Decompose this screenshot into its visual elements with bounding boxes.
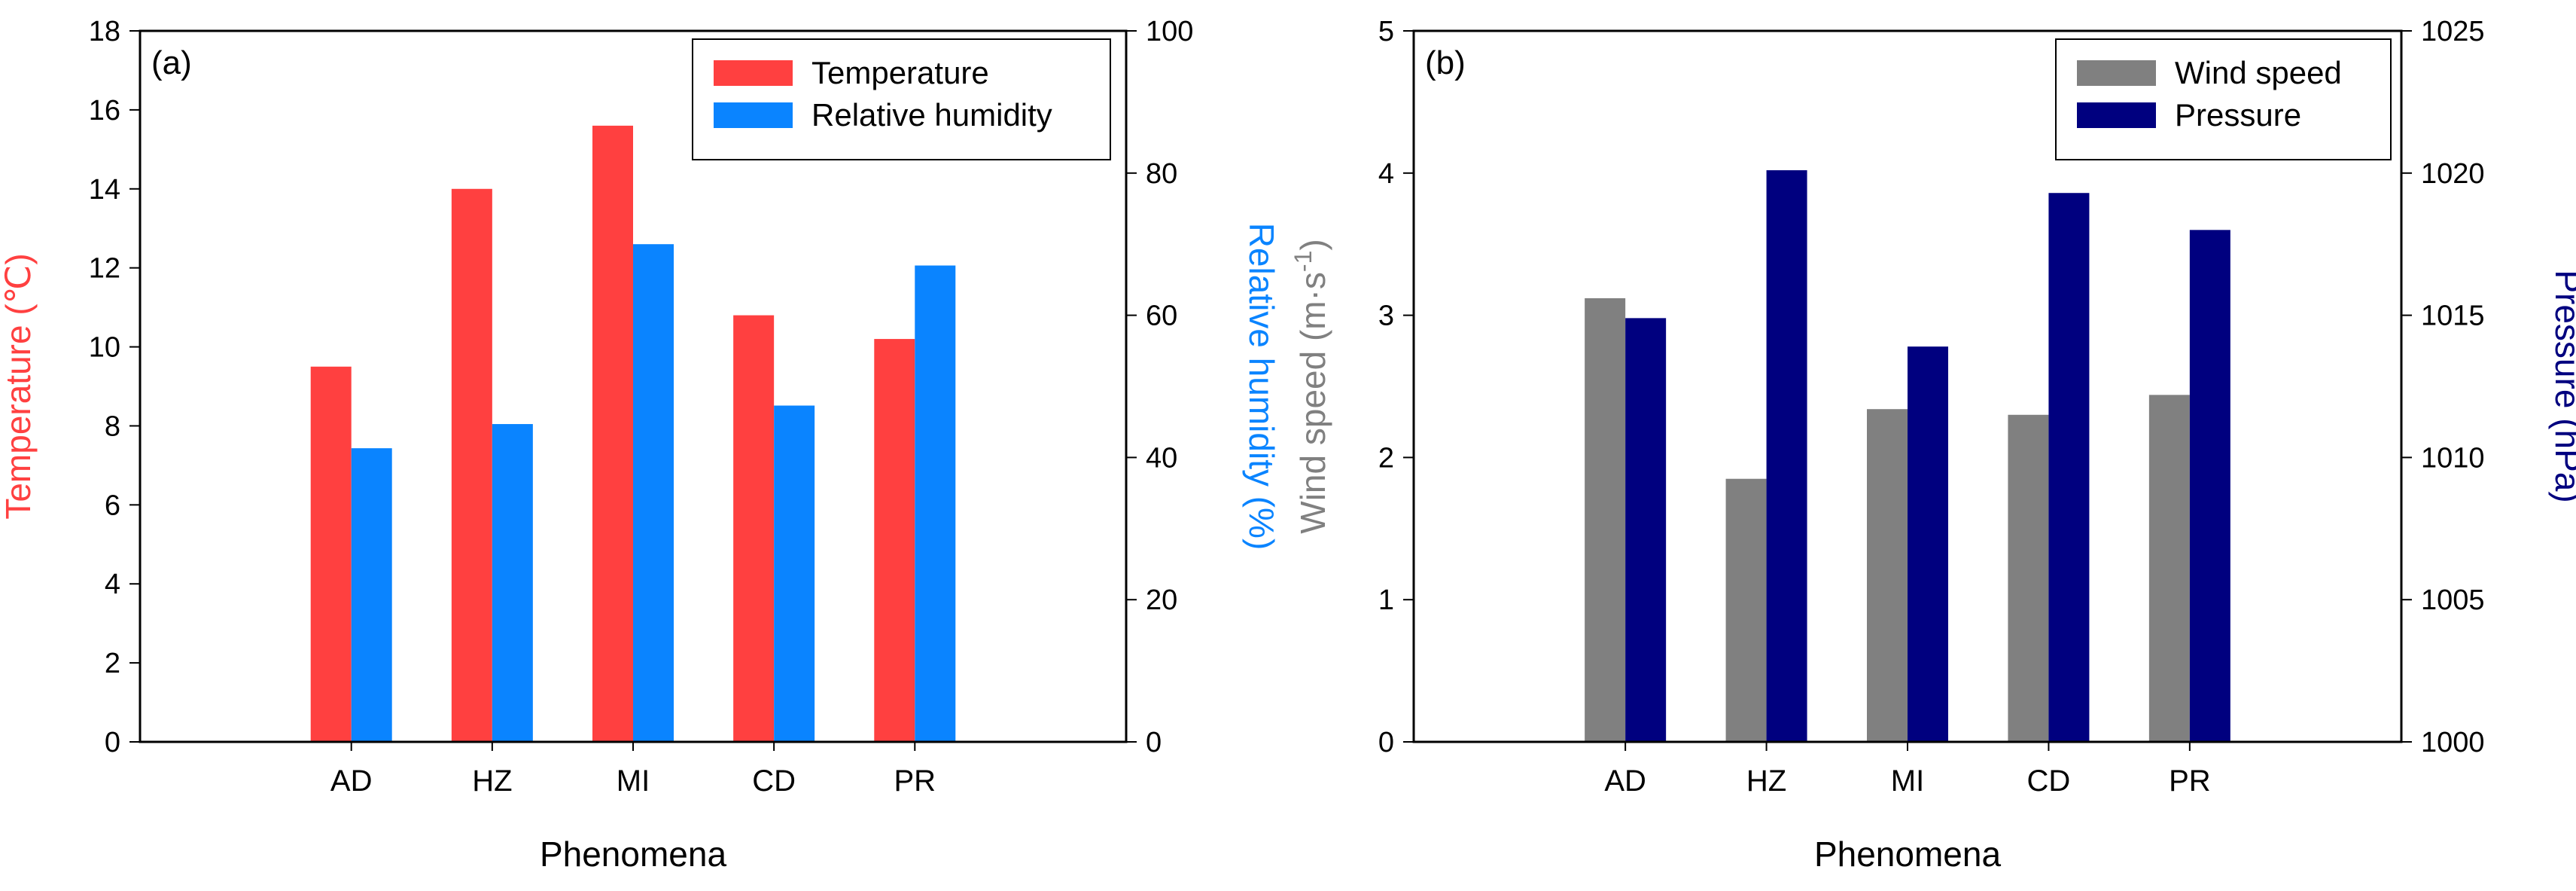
legend: Wind speed Pressure — [2055, 38, 2392, 160]
legend-label-temperature: Temperature — [811, 55, 989, 90]
x-tick-label: CD — [2027, 764, 2071, 798]
right-tick-label: 1015 — [2421, 301, 2485, 332]
right-tick-label: 60 — [1146, 301, 1177, 332]
bar-wind-speed-mi — [1867, 409, 1908, 742]
right-tick-label: 1010 — [2421, 442, 2485, 474]
x-tick-label: PR — [894, 764, 936, 798]
x-tick-label: HZ — [1746, 764, 1786, 798]
bar-pressure-hz — [1766, 170, 1807, 743]
plot-frame — [139, 29, 1128, 743]
left-axis-label-tail: ) — [1293, 239, 1332, 250]
bar-pressure-ad — [1625, 318, 1667, 743]
bar-temperature-hz — [451, 188, 492, 742]
left-tick-label: 1 — [1378, 584, 1394, 616]
x-axis-label: Phenomena — [1814, 835, 2001, 874]
bar-wind-speed-ad — [1585, 298, 1626, 743]
right-tick-label: 100 — [1146, 16, 1193, 47]
bar-pressure-cd — [2048, 193, 2090, 742]
bar-temperature-cd — [733, 315, 775, 743]
right-axis-label: Relative humidity (%) — [1242, 223, 1281, 551]
bar-pressure-pr — [2189, 230, 2230, 742]
panel-a: AD HZ MI CD PR 0 2 4 6 8 10 12 14 16 18 0 20 40 60 80 100 Tem… — [0, 16, 1281, 874]
bar-relative-humidity-cd — [774, 405, 815, 742]
left-tick-label: 16 — [89, 95, 120, 127]
left-tick-label: 2 — [1378, 442, 1394, 474]
x-tick-label: MI — [617, 764, 650, 798]
right-axis-label: Pressure (hPa) — [2548, 270, 2576, 502]
right-tick-label: 1000 — [2421, 727, 2485, 758]
bar-temperature-mi — [592, 125, 633, 742]
panel-label: (b) — [1425, 44, 1466, 81]
bar-pressure-mi — [1908, 346, 1948, 742]
bar-relative-humidity-mi — [633, 244, 674, 742]
bar-temperature-ad — [310, 366, 352, 742]
legend-box — [692, 38, 1111, 160]
plot-frame — [1412, 29, 2403, 743]
left-axis-label-sup: -1 — [1290, 251, 1317, 272]
bar-relative-humidity-hz — [492, 424, 533, 742]
legend-swatch-relative-humidity — [714, 102, 793, 128]
right-tick-label: 80 — [1146, 158, 1177, 190]
x-tick-label: HZ — [472, 764, 512, 798]
panel-label: (a) — [151, 44, 192, 81]
left-tick-label: 3 — [1378, 301, 1394, 332]
left-tick-label: 5 — [1378, 16, 1394, 47]
left-tick-label: 6 — [105, 490, 120, 521]
left-axis-label: Temperature (℃) — [0, 253, 38, 519]
left-tick-label: 10 — [89, 332, 120, 364]
right-tick-label: 20 — [1146, 584, 1177, 616]
left-tick-label: 18 — [89, 16, 120, 47]
panel-b: AD HZ MI CD PR 0 1 2 3 4 5 1000 1005 1010 1015 1020 1025… — [1290, 16, 2576, 874]
left-tick-label: 4 — [1378, 158, 1394, 190]
right-tick-label: 1020 — [2421, 158, 2485, 190]
left-tick-label: 8 — [105, 410, 120, 442]
x-tick-label: PR — [2169, 764, 2211, 798]
right-tick-label: 1025 — [2421, 16, 2485, 47]
bar-relative-humidity-ad — [351, 448, 392, 742]
legend-swatch-temperature — [714, 60, 793, 86]
x-tick-label: AD — [330, 764, 373, 798]
bar-temperature-pr — [874, 339, 915, 743]
right-tick-label: 1005 — [2421, 584, 2485, 616]
left-tick-label: 12 — [89, 253, 120, 285]
legend: Temperature Relative humidity — [692, 38, 1111, 160]
right-tick-label: 40 — [1146, 442, 1177, 474]
left-tick-label: 2 — [105, 648, 120, 679]
bar-relative-humidity-pr — [915, 265, 956, 742]
x-tick-label: MI — [1891, 764, 1924, 798]
legend-label-pressure: Pressure — [2175, 97, 2301, 133]
left-tick-label: 0 — [1378, 727, 1394, 758]
bar-wind-speed-pr — [2148, 395, 2190, 742]
x-axis-label: Phenomena — [540, 835, 726, 874]
left-tick-label: 14 — [89, 174, 120, 206]
legend-swatch-pressure — [2077, 102, 2156, 128]
x-tick-label: CD — [752, 764, 796, 798]
legend-box — [2055, 38, 2392, 160]
x-tick-label: AD — [1604, 764, 1646, 798]
left-tick-label: 4 — [105, 569, 120, 600]
left-tick-label: 0 — [105, 727, 120, 758]
legend-label-relative-humidity: Relative humidity — [811, 97, 1052, 133]
legend-swatch-wind-speed — [2077, 60, 2156, 86]
legend-label-wind-speed: Wind speed — [2175, 55, 2342, 90]
bar-wind-speed-cd — [2008, 414, 2049, 742]
bar-wind-speed-hz — [1725, 478, 1767, 742]
right-tick-label: 0 — [1146, 727, 1162, 758]
left-axis-label: Wind speed (m·s-1) — [1290, 239, 1332, 533]
